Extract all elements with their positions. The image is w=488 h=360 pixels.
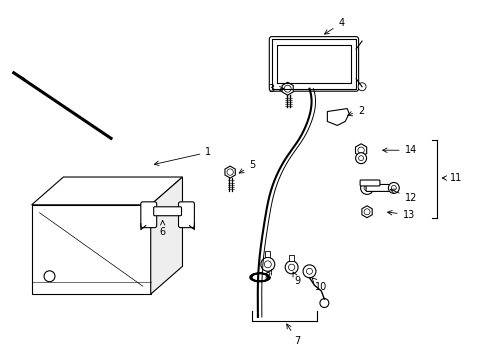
FancyBboxPatch shape (141, 202, 156, 228)
FancyBboxPatch shape (265, 251, 270, 257)
Polygon shape (150, 177, 182, 294)
Polygon shape (282, 82, 293, 95)
Text: 8: 8 (264, 269, 271, 282)
FancyBboxPatch shape (32, 205, 150, 294)
Text: 10: 10 (311, 278, 327, 292)
Text: 2: 2 (347, 105, 364, 116)
Text: 13: 13 (387, 210, 414, 220)
Circle shape (358, 156, 363, 161)
Circle shape (364, 185, 369, 191)
Circle shape (357, 83, 366, 91)
Text: 3: 3 (268, 84, 284, 94)
FancyBboxPatch shape (366, 184, 389, 192)
Circle shape (306, 268, 312, 274)
Circle shape (226, 169, 233, 175)
Text: 12: 12 (389, 189, 416, 203)
Circle shape (357, 147, 364, 153)
Text: 6: 6 (159, 221, 165, 237)
Text: 14: 14 (382, 145, 416, 155)
FancyBboxPatch shape (178, 202, 194, 228)
Text: 5: 5 (239, 160, 255, 173)
Text: 9: 9 (292, 272, 300, 286)
Text: 11: 11 (441, 173, 462, 183)
Polygon shape (326, 109, 348, 125)
Text: 7: 7 (286, 324, 300, 346)
Circle shape (303, 265, 315, 278)
FancyBboxPatch shape (359, 180, 379, 186)
Circle shape (360, 181, 373, 194)
Circle shape (260, 257, 274, 271)
Text: 4: 4 (324, 18, 344, 34)
Circle shape (355, 153, 366, 164)
FancyBboxPatch shape (289, 255, 293, 261)
Circle shape (284, 85, 290, 92)
Circle shape (44, 271, 55, 282)
Circle shape (285, 261, 298, 274)
Polygon shape (361, 206, 371, 218)
FancyBboxPatch shape (153, 207, 181, 216)
Circle shape (319, 298, 328, 307)
Circle shape (364, 209, 369, 215)
Circle shape (264, 261, 271, 268)
Circle shape (390, 185, 395, 190)
Polygon shape (32, 177, 182, 205)
Circle shape (288, 264, 294, 270)
Polygon shape (224, 166, 235, 178)
Text: 1: 1 (154, 147, 211, 166)
Circle shape (387, 183, 399, 193)
Polygon shape (355, 144, 366, 157)
